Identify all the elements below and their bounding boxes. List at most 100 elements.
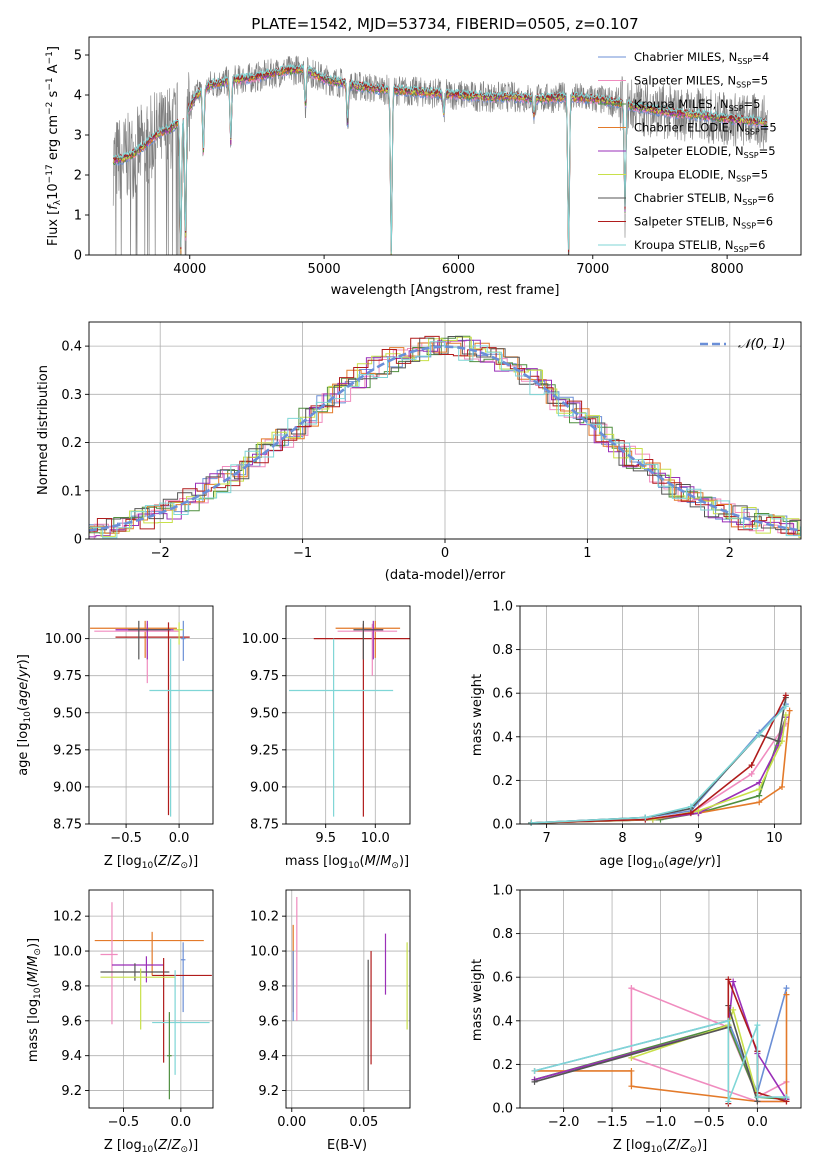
residuals-panel: −2 −1 0 1 200.10.20.30.4 (data-model)/error … <box>36 321 802 583</box>
y-tick-label: 0.8 <box>492 927 513 942</box>
mass-weight-marker <box>756 792 763 799</box>
y-tick-label: 9.75 <box>250 669 279 684</box>
weight-vs-age-ticks: 7 8 9 10 0.0 0.2 0.4 0.6 0.8 1.0 <box>492 600 782 847</box>
weight-vs-metallicity-grid <box>520 889 801 1109</box>
weight-vs-age-ylabel: mass weight <box>470 674 485 756</box>
spectrum-ticks: 4000 5000 6000 7000 8000 0 1 2 3 4 5 <box>74 49 744 278</box>
x-tick-label: 6000 <box>442 262 475 277</box>
mass-vs-metallicity-points <box>94 902 212 1100</box>
mass-weight-marker <box>782 712 789 718</box>
age-vs-metallicity-grid <box>89 606 213 825</box>
weight-vs-metallicity-lines <box>531 976 790 1107</box>
mass-vs-ebv-points <box>292 896 408 1091</box>
weight-vs-metallicity-ticks: −2.0 −1.5 −1.0 −0.5 0.0 0.0 0.2 0.4 0.6 0.8 1.0 <box>492 884 767 1131</box>
y-tick-label: 9.2 <box>61 1084 82 1099</box>
mass-weight-line <box>531 705 787 824</box>
y-tick-label: 9.4 <box>258 1049 279 1064</box>
age-vs-metallicity-ylabel: age [log10(age/yr)] <box>16 654 33 776</box>
legend-label: Salpeter ELODIE, NSSP=5 <box>634 144 776 160</box>
y-tick-label: 0.4 <box>61 340 82 355</box>
y-tick-label: 0 <box>74 533 82 548</box>
model-spectrum-line <box>112 66 768 255</box>
mass-weight-marker <box>782 703 789 710</box>
mass-weight-line <box>534 994 788 1103</box>
y-tick-label: 0.6 <box>492 687 513 702</box>
mass-weight-marker <box>756 786 763 793</box>
mass-weight-marker <box>783 985 790 992</box>
mass-vs-metallicity-ticks: −0.5 0.0 9.2 9.4 9.6 9.8 10.0 10.2 <box>53 910 191 1130</box>
y-tick-label: 1 <box>74 209 82 224</box>
spectrum-lines <box>112 55 768 255</box>
mass-weight-marker <box>783 1094 790 1101</box>
y-tick-label: 9.50 <box>250 706 279 721</box>
mass-weight-line <box>531 710 791 824</box>
weight-vs-age-panel: 7 8 9 10 0.0 0.2 0.4 0.6 0.8 1.0 age [log10(age/y… <box>470 600 802 871</box>
x-tick-label: 0.0 <box>747 1115 768 1130</box>
age-vs-mass-panel: 9.5 10.0 8.75 9.00 9.25 9.50 9.75 10.00 mass [l… <box>242 605 411 871</box>
mass-weight-marker <box>628 1083 635 1090</box>
residuals-ticks: −2 −1 0 1 2 0 0.1 0.2 0.3 0.4 <box>61 340 734 561</box>
mass-weight-marker <box>730 978 737 985</box>
y-tick-label: 0.8 <box>492 643 513 658</box>
age-vs-mass-xlabel: mass [log10(M/M⊙)] <box>285 854 409 871</box>
x-tick-label: 0.05 <box>349 1115 378 1130</box>
mass-vs-metallicity-grid <box>89 890 213 1108</box>
y-tick-label: 10.00 <box>242 632 279 647</box>
y-tick-label: 9.75 <box>53 669 82 684</box>
mass-weight-marker <box>531 1078 538 1085</box>
legend-label: Chabrier MILES, NSSP=4 <box>634 50 769 66</box>
y-tick-label: 0.4 <box>492 730 513 745</box>
residuals-ylabel: Normed distribution <box>36 365 51 495</box>
y-tick-label: 9.25 <box>250 743 279 758</box>
mass-weight-marker <box>775 738 782 745</box>
age-vs-metallicity-xlabel: Z [log10(Z/Z⊙)] <box>104 854 198 871</box>
y-tick-label: 0.0 <box>492 1102 513 1117</box>
x-tick-label: 7000 <box>576 262 609 277</box>
mass-weight-marker <box>531 1067 538 1074</box>
y-tick-label: 1.0 <box>492 600 513 615</box>
y-tick-label: 0.6 <box>492 971 513 986</box>
x-tick-label: 7 <box>542 831 550 846</box>
mass-weight-marker <box>725 1017 732 1024</box>
legend-label: Kroupa ELODIE, NSSP=5 <box>634 168 768 184</box>
y-tick-label: 9.2 <box>258 1084 279 1099</box>
y-tick-label: 10.0 <box>250 945 279 960</box>
mass-weight-marker <box>687 803 694 810</box>
mass-weight-marker <box>628 985 635 992</box>
weight-vs-age-frame <box>519 605 802 825</box>
mass-weight-marker <box>649 816 656 823</box>
residuals-histograms <box>89 335 801 539</box>
y-tick-label: 10.0 <box>53 945 82 960</box>
mass-vs-ebv-xlabel: E(B-V) <box>327 1138 367 1153</box>
spectrum-xlabel: wavelength [Angstrom, rest frame] <box>331 283 560 298</box>
mass-vs-metallicity-xlabel: Z [log10(Z/Z⊙)] <box>104 1138 198 1155</box>
age-vs-mass-points <box>288 620 410 817</box>
age-vs-metallicity-points <box>90 620 213 817</box>
residuals-legend-label: 𝒩(0, 1) <box>738 337 785 352</box>
x-tick-label: −0.5 <box>110 831 142 846</box>
x-tick-label: 4000 <box>173 262 206 277</box>
mass-weight-line <box>531 716 787 824</box>
x-tick-label: −1.0 <box>645 1115 677 1130</box>
residual-histogram <box>89 342 801 535</box>
age-vs-metallicity-panel: −0.5 0.0 8.75 9.00 9.25 9.50 9.75 10.00 Z [log1… <box>16 605 214 871</box>
weight-vs-metallicity-frame <box>519 889 802 1109</box>
mass-weight-marker <box>730 1006 737 1013</box>
y-tick-label: 9.8 <box>61 979 82 994</box>
mass-weight-marker <box>754 1094 761 1101</box>
mass-weight-marker <box>756 779 763 786</box>
residual-histogram <box>89 336 801 538</box>
y-tick-label: 0.2 <box>61 436 82 451</box>
mass-vs-ebv-grid <box>286 890 410 1108</box>
legend-label: Chabrier ELODIE, NSSP=5 <box>634 121 777 137</box>
mass-weight-marker <box>628 1067 635 1074</box>
mass-weight-marker <box>756 731 763 738</box>
weight-vs-age-xlabel: age [log10(age/yr)] <box>599 854 721 871</box>
x-tick-label: −2 <box>151 546 170 561</box>
mass-vs-ebv-frame <box>285 889 411 1109</box>
residuals-xlabel: (data-model)/error <box>385 568 506 583</box>
x-tick-label: 0.00 <box>277 1115 306 1130</box>
mass-vs-ebv-panel: 0.00 0.05 9.2 9.4 9.6 9.8 10.0 10.2 E(B-V) <box>250 889 411 1153</box>
age-vs-mass-ticks: 9.5 10.0 8.75 9.00 9.25 9.50 9.75 10.00 <box>242 632 390 846</box>
mass-weight-marker <box>695 807 702 814</box>
